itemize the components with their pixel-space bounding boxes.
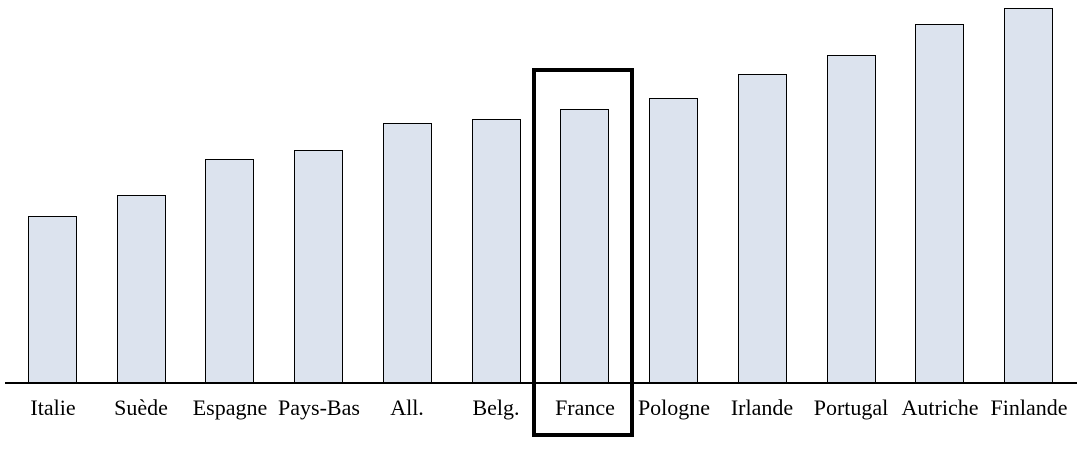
- category-label: Suède: [114, 395, 168, 420]
- category-label: Irlande: [730, 395, 794, 420]
- x-axis-line: [5, 382, 1077, 384]
- category-label: All.: [390, 395, 424, 420]
- category-label: Autriche: [901, 395, 979, 420]
- category-label: Finlande: [990, 395, 1068, 420]
- france-highlight-box: [532, 68, 634, 437]
- category-label: Pays-Bas: [278, 395, 360, 420]
- bar-autriche: [915, 24, 964, 383]
- bar-pays-bas: [294, 150, 343, 383]
- bar-france: [560, 109, 609, 383]
- bar-italie: [28, 216, 77, 383]
- category-label: Pologne: [637, 395, 711, 420]
- bar-belg: [472, 119, 521, 383]
- category-label: France: [555, 395, 615, 420]
- category-label: Espagne: [192, 395, 268, 420]
- bar-irlande: [738, 74, 787, 383]
- bar-su-de: [117, 195, 166, 383]
- bar-all: [383, 123, 432, 383]
- bar-portugal: [827, 55, 876, 383]
- bar-finlande: [1004, 8, 1053, 383]
- bar-pologne: [649, 98, 698, 383]
- category-label: Belg.: [472, 395, 520, 420]
- bar-espagne: [205, 159, 254, 383]
- category-label: Italie: [30, 395, 76, 420]
- category-label: Portugal: [813, 395, 889, 420]
